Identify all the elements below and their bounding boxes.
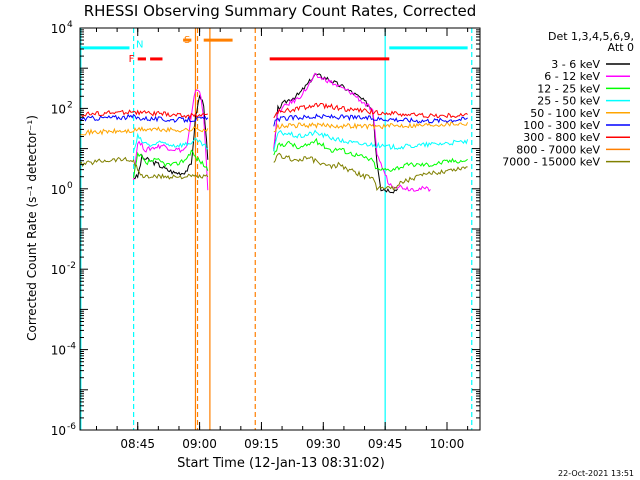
y-tick-exponent: 2 xyxy=(67,100,73,110)
plot-frame xyxy=(79,27,481,431)
y-tick-label: 10 xyxy=(51,102,66,116)
legend-label-6-12-kev: 6 - 12 keV xyxy=(544,70,600,83)
y-tick-exponent: -6 xyxy=(67,422,76,432)
y-tick-exponent: 0 xyxy=(67,181,73,191)
y-tick-label: 10 xyxy=(51,22,66,36)
legend-label-50-100-kev: 50 - 100 keV xyxy=(530,107,600,120)
x-tick-label: 09:00 xyxy=(182,437,217,451)
x-tick-label: 09:30 xyxy=(306,437,341,451)
y-axis-label: Corrected Count Rate (s⁻¹ detector⁻¹) xyxy=(25,115,39,341)
series-12-25-kev-seg-1 xyxy=(133,149,209,178)
x-tick-label: 08:45 xyxy=(120,437,155,451)
series-300-800-kev-seg-1 xyxy=(273,102,468,119)
legend-label-300-800-kev: 300 - 800 keV xyxy=(523,131,600,144)
series-25-50-kev-seg-2 xyxy=(273,129,469,152)
series-3-6-kev-seg-0 xyxy=(133,94,209,180)
y-tick-label: 10 xyxy=(51,344,66,358)
chart-title: RHESSI Observing Summary Count Rates, Co… xyxy=(84,2,477,20)
y-tick-label: 10 xyxy=(51,263,66,277)
legend-label-3-6-kev: 3 - 6 keV xyxy=(551,58,600,71)
x-tick-label: 09:45 xyxy=(368,437,403,451)
series-6-12-kev-seg-0 xyxy=(133,89,209,191)
y-tick-exponent: 4 xyxy=(67,20,73,30)
series-7000-15000-kev-seg-0 xyxy=(79,156,209,180)
bar-letter-n: N xyxy=(136,39,143,50)
x-tick-label: 09:15 xyxy=(244,437,279,451)
bar-letter-s: S xyxy=(184,35,190,46)
y-tick-exponent: -4 xyxy=(67,342,76,352)
series-7000-15000-kev-seg-1 xyxy=(273,152,468,192)
series-25-50-kev-seg-1 xyxy=(133,132,208,151)
series-50-100-kev-seg-1 xyxy=(273,120,469,133)
legend-header-line2: Att 0 xyxy=(608,41,634,54)
legend-label-100-300-kev: 100 - 300 keV xyxy=(523,119,600,132)
timestamp: 22-Oct-2021 13:51 xyxy=(558,469,634,478)
series-300-800-kev-seg-0 xyxy=(79,109,208,120)
series-3-6-kev-seg-1 xyxy=(273,72,398,194)
series-12-25-kev-seg-2 xyxy=(273,137,468,172)
y-tick-label: 10 xyxy=(51,183,66,197)
bar-letter-f: F xyxy=(129,54,135,65)
y-tick-exponent: -2 xyxy=(67,261,76,271)
legend-label-7000-15000-kev: 7000 - 15000 keV xyxy=(502,156,600,169)
y-tick-label: 10 xyxy=(51,424,66,438)
legend-label-800-7000-kev: 800 - 7000 keV xyxy=(516,143,600,156)
series-100-300-kev-seg-0 xyxy=(79,113,209,124)
series-6-12-kev-seg-1 xyxy=(273,73,431,192)
x-axis-label: Start Time (12-Jan-13 08:31:02) xyxy=(177,456,385,471)
legend-label-25-50-kev: 25 - 50 keV xyxy=(537,95,600,108)
series-100-300-kev-seg-1 xyxy=(273,113,468,127)
x-tick-label: 10:00 xyxy=(430,437,465,451)
data-layer: NF S xyxy=(79,28,473,430)
legend-label-12-25-kev: 12 - 25 keV xyxy=(537,82,600,95)
series-50-100-kev-seg-0 xyxy=(79,126,209,137)
legend-header-line1: Det 1,3,4,5,6,9, xyxy=(548,30,634,43)
